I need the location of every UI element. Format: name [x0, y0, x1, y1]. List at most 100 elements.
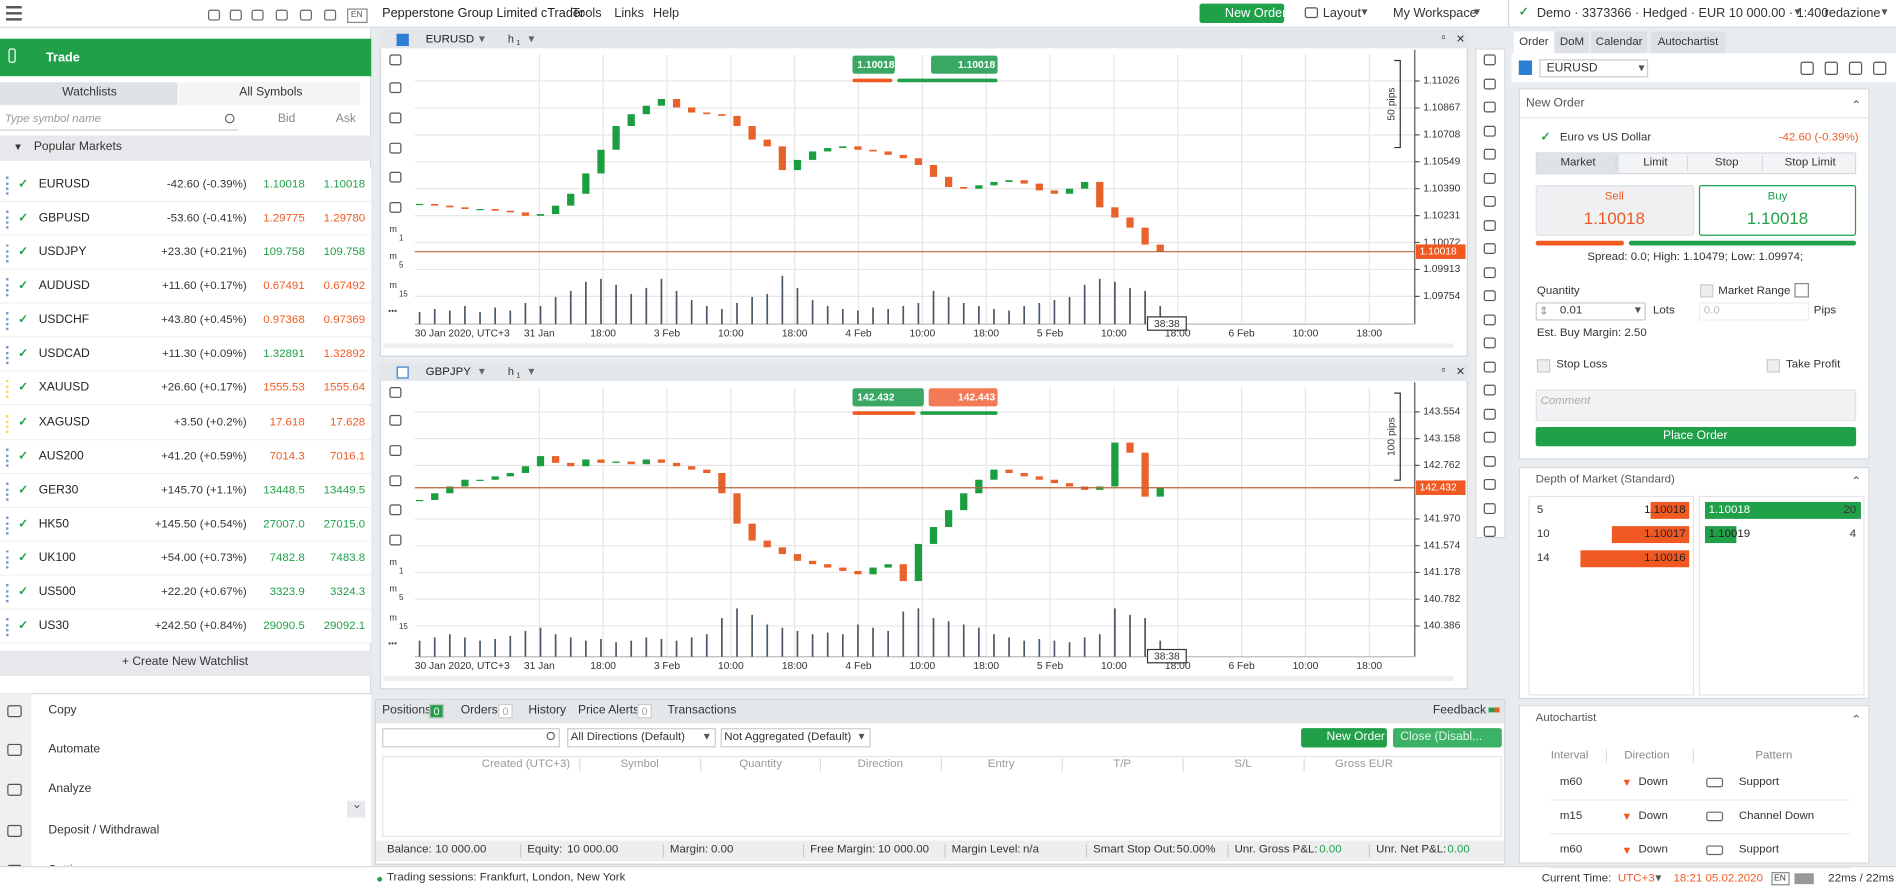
candle: [778, 547, 786, 555]
account-info[interactable]: Demo · 3373366 · Hedged · EUR 10 000.00 …: [1536, 6, 1829, 21]
place-order-button[interactable]: [1535, 426, 1857, 447]
group-header[interactable]: [0, 135, 372, 161]
right-tab-label[interactable]: Calendar: [1595, 35, 1643, 49]
collapse-button[interactable]: [347, 800, 366, 818]
order-type[interactable]: Market: [1560, 156, 1596, 170]
filter-select[interactable]: [720, 728, 871, 748]
candle: [657, 98, 666, 106]
nav-item[interactable]: Copy: [48, 703, 77, 718]
filter-select[interactable]: [567, 728, 716, 748]
candle: [1156, 487, 1164, 497]
candle: [839, 146, 847, 149]
tab-active[interactable]: [0, 82, 178, 106]
right-tab[interactable]: [1513, 31, 1554, 54]
chart-symbol[interactable]: GBPJPY: [425, 365, 471, 379]
buy-button[interactable]: [1698, 185, 1857, 236]
bottom-tab[interactable]: Price Alerts: [577, 703, 640, 718]
nav-item[interactable]: Analyze: [48, 782, 92, 796]
right-tab[interactable]: [1650, 31, 1726, 54]
tab[interactable]: [178, 82, 361, 106]
chart-symbol[interactable]: EURUSD: [425, 32, 475, 46]
bottom-tab[interactable]: Orders: [460, 703, 498, 718]
timeframe[interactable]: h: [507, 32, 514, 45]
sell-price[interactable]: 1.10018: [1583, 208, 1645, 228]
sell-label[interactable]: Sell: [1604, 189, 1624, 204]
sell-volume-bar: [1535, 240, 1624, 246]
watchlist-row[interactable]: [0, 507, 372, 542]
bottom-tab[interactable]: Positions: [382, 703, 432, 718]
watchlist-row[interactable]: [0, 337, 372, 372]
volume-bar: [796, 287, 799, 325]
watchlist-row[interactable]: [0, 236, 372, 270]
watchlist-row[interactable]: [0, 609, 372, 644]
feedback-link[interactable]: Feedback: [1432, 703, 1487, 718]
symbol-select[interactable]: [1539, 59, 1649, 78]
row-marker: [6, 482, 9, 501]
watchlist-row[interactable]: [0, 405, 372, 440]
checkbox[interactable]: [1536, 359, 1551, 373]
checkbox[interactable]: [1700, 284, 1714, 298]
menu-item[interactable]: Links: [614, 6, 644, 21]
order-type[interactable]: Stop: [1714, 156, 1739, 170]
timeframe[interactable]: h: [507, 365, 514, 378]
watchlist-row[interactable]: [0, 541, 372, 576]
positions-search[interactable]: [382, 728, 560, 748]
right-tab-label[interactable]: DoM: [1559, 35, 1585, 49]
candle: [778, 146, 786, 171]
pips-bracket: [1394, 392, 1401, 481]
volume-bar: [569, 290, 572, 325]
watchlist-row[interactable]: [0, 439, 372, 474]
watchlist-row[interactable]: [0, 371, 372, 406]
create-watchlist[interactable]: [0, 650, 372, 677]
place-order-label[interactable]: Place Order: [1663, 429, 1728, 443]
bottom-tab[interactable]: Transactions: [667, 703, 737, 718]
watchlist-row[interactable]: [0, 202, 372, 236]
x-tick-label: 18:00: [1165, 329, 1191, 340]
buy-price[interactable]: 1.10018: [1746, 208, 1809, 228]
sell-button[interactable]: [1535, 185, 1695, 236]
workspace-menu[interactable]: My Workspace: [1392, 6, 1477, 21]
range-input[interactable]: [1698, 302, 1809, 321]
quantity-input[interactable]: [1535, 302, 1646, 321]
tab-label[interactable]: All Symbols: [239, 85, 303, 100]
new-order-label[interactable]: New Order: [1326, 730, 1385, 744]
order-type[interactable]: Limit: [1643, 156, 1668, 170]
checkbox[interactable]: [1766, 359, 1780, 373]
close-button[interactable]: [1392, 728, 1502, 748]
pips-bracket: [1394, 59, 1401, 149]
bottom-tab[interactable]: History: [528, 703, 567, 718]
x-tick-label: 31 Jan: [524, 661, 555, 672]
create-watchlist-label[interactable]: + Create New Watchlist: [121, 655, 249, 669]
nav-item[interactable]: Deposit / Withdrawal: [48, 823, 160, 837]
tab-label[interactable]: Watchlists: [62, 85, 117, 100]
menu-item[interactable]: Tools: [571, 6, 602, 21]
watchlist-row[interactable]: [0, 270, 372, 304]
new-order-label[interactable]: New Order: [1224, 6, 1287, 21]
right-tab-label[interactable]: Autochartist: [1657, 35, 1719, 49]
comment-input[interactable]: [1535, 389, 1857, 421]
right-tab-label[interactable]: Order: [1519, 35, 1549, 49]
buy-label[interactable]: Buy: [1767, 189, 1788, 204]
volume-bar: [433, 637, 436, 657]
margin-estimate: Est. Buy Margin: 2.50: [1536, 326, 1647, 340]
count: 0: [502, 705, 509, 718]
user-menu[interactable]: redazione: [1824, 6, 1881, 21]
time-zone[interactable]: UTC+3: [1617, 872, 1655, 886]
watchlist-row[interactable]: [0, 303, 372, 338]
menu-item[interactable]: Help: [652, 6, 680, 21]
candle: [536, 456, 545, 467]
order-type[interactable]: Stop Limit: [1784, 156, 1836, 170]
search-box[interactable]: [0, 108, 239, 131]
new-order-button[interactable]: [1199, 3, 1285, 23]
count: 0: [641, 705, 648, 718]
watchlist-row[interactable]: [0, 575, 372, 610]
volume-bar: [494, 639, 497, 657]
layout-menu[interactable]: Layout: [1322, 6, 1361, 21]
right-tab[interactable]: [1555, 31, 1589, 54]
lots-label: Lots: [1652, 303, 1675, 317]
watchlist-row[interactable]: [0, 168, 372, 202]
new-order-button[interactable]: [1301, 728, 1387, 748]
right-tab[interactable]: [1591, 31, 1647, 54]
nav-item[interactable]: Automate: [48, 742, 101, 756]
watchlist-row[interactable]: [0, 473, 372, 508]
